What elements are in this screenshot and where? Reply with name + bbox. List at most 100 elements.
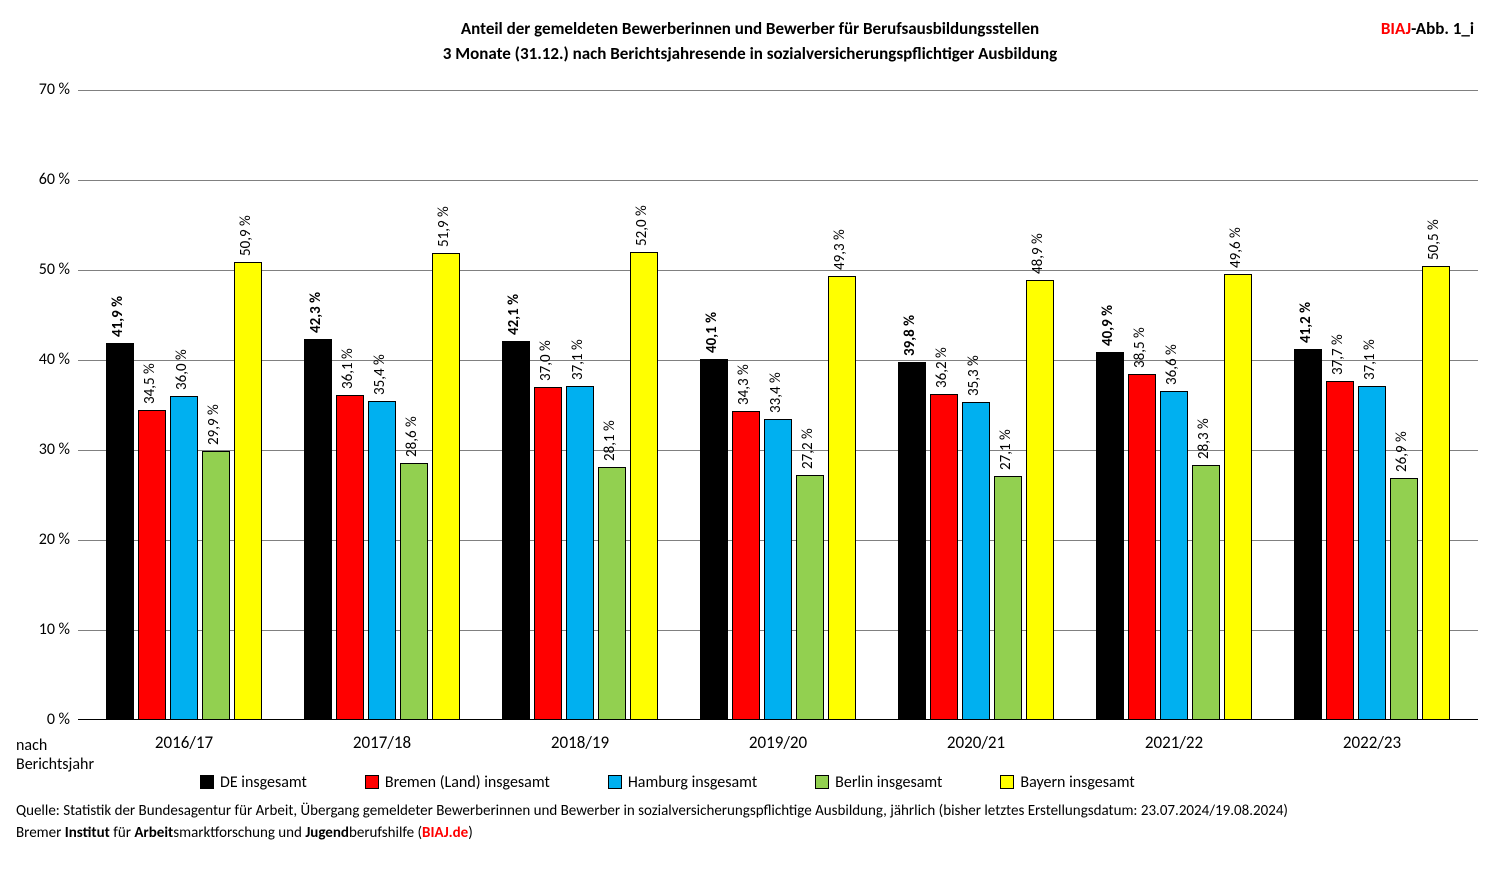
y-tick-label: 10 % (10, 620, 70, 639)
bar-value-label: 40,9 % (1099, 305, 1117, 346)
legend-item: Hamburg insgesamt (608, 773, 757, 792)
legend-swatch (200, 775, 214, 789)
y-tick-label: 0 % (10, 710, 70, 729)
bar (962, 402, 990, 720)
bar (1422, 266, 1450, 721)
bar (432, 253, 460, 720)
chart-title-1: Anteil der gemeldeten Bewerberinnen und … (0, 18, 1500, 39)
bar-value-label: 48,9 % (1029, 233, 1047, 274)
y-tick-label: 20 % (10, 530, 70, 549)
legend-label: DE insgesamt (220, 773, 307, 792)
gridline (78, 270, 1478, 271)
legend-label: Bayern insgesamt (1020, 773, 1134, 792)
bar-value-label: 41,9 % (109, 296, 127, 337)
x-category-label: 2017/18 (342, 732, 422, 753)
bar-value-label: 28,6 % (403, 416, 421, 457)
x-axis-title: nach Berichtsjahr (16, 736, 94, 774)
bar (106, 343, 134, 720)
bar-value-label: 37,1 % (1361, 339, 1379, 380)
corner-label-red: BIAJ (1381, 18, 1411, 39)
chart-figure: Anteil der gemeldeten Bewerberinnen und … (0, 0, 1500, 875)
inst-b1: Institut (65, 824, 110, 842)
bar-value-label: 37,0 % (537, 340, 555, 381)
bar (336, 395, 364, 720)
bar (1026, 280, 1054, 720)
bar (700, 359, 728, 720)
inst-p4: berufshilfe ( (349, 824, 422, 842)
bar (598, 467, 626, 720)
bar-value-label: 50,5 % (1425, 219, 1443, 260)
bar-value-label: 29,9 % (205, 404, 223, 445)
bar-value-label: 36,2 % (933, 348, 951, 389)
title-block: Anteil der gemeldeten Bewerberinnen und … (0, 18, 1500, 64)
bar (828, 276, 856, 720)
legend-swatch (608, 775, 622, 789)
bar-value-label: 34,5 % (141, 363, 159, 404)
bar-value-label: 37,1 % (569, 339, 587, 380)
bar (138, 410, 166, 721)
gridline (78, 90, 1478, 91)
inst-b3: Jugend (305, 824, 349, 842)
gridline (78, 360, 1478, 361)
bar (502, 341, 530, 720)
bar-value-label: 49,3 % (831, 230, 849, 271)
bar (1128, 374, 1156, 721)
source-line: Quelle: Statistik der Bundesagentur für … (16, 802, 1288, 820)
bar-value-label: 27,1 % (997, 429, 1015, 470)
bar (234, 262, 262, 720)
bar-value-label: 51,9 % (435, 206, 453, 247)
legend-label: Bremen (Land) insgesamt (385, 773, 550, 792)
y-tick-label: 40 % (10, 350, 70, 369)
x-category-label: 2021/22 (1134, 732, 1214, 753)
legend-item: Berlin insgesamt (815, 773, 942, 792)
y-tick-label: 60 % (10, 170, 70, 189)
legend-label: Berlin insgesamt (835, 773, 942, 792)
bar-value-label: 35,3 % (965, 356, 983, 397)
bar-value-label: 40,1 % (703, 312, 721, 353)
legend-swatch (1000, 775, 1014, 789)
bar-value-label: 33,4 % (767, 373, 785, 414)
legend-swatch (365, 775, 379, 789)
legend-item: Bremen (Land) insgesamt (365, 773, 550, 792)
bar (1096, 352, 1124, 720)
bar-value-label: 37,7 % (1329, 334, 1347, 375)
bar (764, 419, 792, 720)
bar-value-label: 42,1 % (505, 294, 523, 335)
bar (796, 475, 824, 720)
legend-label: Hamburg insgesamt (628, 773, 757, 792)
inst-p1: Bremer (16, 824, 65, 842)
bar-value-label: 36,1 % (339, 348, 357, 389)
bar-value-label: 39,8 % (901, 315, 919, 356)
bar-value-label: 42,3 % (307, 292, 325, 333)
bar-value-label: 35,4 % (371, 355, 389, 396)
legend-swatch (815, 775, 829, 789)
bar (304, 339, 332, 720)
bar (732, 411, 760, 720)
y-tick-label: 50 % (10, 260, 70, 279)
corner-label-black: -Abb. 1_i (1411, 18, 1474, 39)
y-tick-label: 30 % (10, 440, 70, 459)
x-category-label: 2018/19 (540, 732, 620, 753)
x-axis-title-l1: nach (16, 736, 47, 755)
institute-line: Bremer Institut für Arbeitsmarktforschun… (16, 824, 473, 842)
bar-value-label: 50,9 % (237, 215, 255, 256)
x-category-label: 2020/21 (936, 732, 1016, 753)
x-category-label: 2022/23 (1332, 732, 1412, 753)
bar-value-label: 36,6 % (1163, 344, 1181, 385)
bar (1294, 349, 1322, 720)
legend-item: DE insgesamt (200, 773, 307, 792)
chart-title-2: 3 Monate (31.12.) nach Berichtsjahresend… (0, 43, 1500, 64)
bar (368, 401, 396, 720)
bar (898, 362, 926, 720)
bar-value-label: 28,1 % (601, 420, 619, 461)
corner-label: BIAJ-Abb. 1_i (1381, 18, 1474, 39)
x-axis-title-l2: Berichtsjahr (16, 755, 94, 774)
bar (1358, 386, 1386, 720)
bar (1160, 391, 1188, 720)
x-category-label: 2016/17 (144, 732, 224, 753)
bar (170, 396, 198, 720)
bar (1390, 478, 1418, 720)
bar (400, 463, 428, 720)
bar (930, 394, 958, 720)
legend-item: Bayern insgesamt (1000, 773, 1134, 792)
